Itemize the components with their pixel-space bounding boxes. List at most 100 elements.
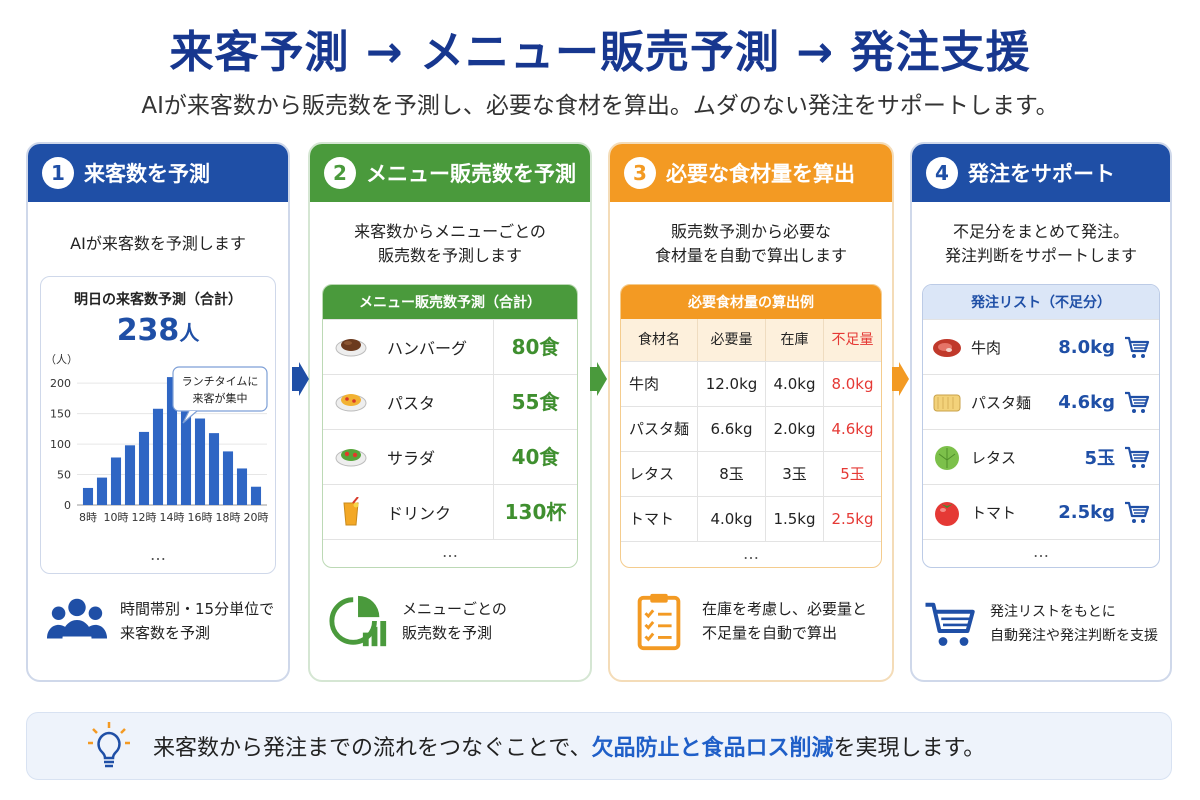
ingredient-cell: トマト [629, 509, 675, 528]
order-item-value: 8.0kg [1058, 336, 1115, 358]
ingredient-column-header: 不足量 [823, 319, 881, 361]
ingredient-row: パスタ麺 6.6kg 2.0kg 4.6kg [621, 406, 881, 452]
step1-number: 1 [42, 157, 74, 189]
lightbulb-icon [88, 722, 130, 768]
x-tick-label: 14時 [160, 511, 185, 524]
bar [194, 418, 206, 505]
pasta-icon [323, 387, 379, 417]
hamburg-steak-icon [323, 332, 379, 362]
bar [166, 377, 178, 505]
order-item-value: 4.6kg [1058, 391, 1115, 413]
ingredient-cell: 4.0kg [765, 361, 823, 407]
step4-footer: 発注リストをもとに 自動発注や発注判断を支援 [922, 596, 1162, 652]
menu-row: パスタ 55食 [323, 374, 577, 430]
x-tick-label: 18時 [216, 511, 241, 524]
ingredient-table-header: 食材名 必要量 在庫 不足量 [621, 319, 881, 361]
clipboard-checklist-icon [637, 593, 681, 651]
callout-line1: ランチタイムに [182, 375, 259, 388]
x-tick-label: 12時 [132, 511, 157, 524]
order-item-name: レタス [971, 448, 1017, 467]
menu-row: サラダ 40食 [323, 429, 577, 485]
ingredient-cell: 牛肉 [629, 374, 660, 393]
step2-card: 2 メニュー販売数を予測 来客数からメニューごとの 販売数を予測します メニュー… [308, 142, 592, 682]
menu-row: ドリンク 130杯 [323, 484, 577, 540]
bar [152, 408, 164, 505]
y-tick-label: 50 [57, 469, 71, 482]
step2-number: 2 [324, 157, 356, 189]
step4-header: 4 発注をサポート [912, 144, 1170, 202]
order-item-name: 牛肉 [971, 338, 1002, 357]
bar [96, 477, 108, 505]
order-row: 牛肉 8.0kg [923, 319, 1159, 374]
menu-item-name: ハンバーグ [387, 339, 468, 358]
add-to-cart-icon[interactable] [1115, 335, 1159, 359]
beef-icon [923, 332, 971, 362]
step2-description: 来客数からメニューごとの 販売数を予測します [310, 220, 590, 268]
menu-item-value: 80食 [493, 319, 577, 375]
step4-ellipsis: … [923, 539, 1159, 567]
ingredient-cell: 8.0kg [823, 361, 881, 407]
step1-ellipsis: … [150, 545, 166, 564]
x-tick-label: 16時 [188, 511, 213, 524]
menu-item-value: 40食 [493, 429, 577, 485]
noodles-icon [923, 387, 971, 417]
callout-line2: 来客が集中 [193, 391, 248, 405]
visitor-total-unit: 人 [179, 321, 200, 345]
ingredient-row: レタス 8玉 3玉 5玉 [621, 451, 881, 497]
page-subtitle: AIが来客数から販売数を予測し、必要な食材を算出。ムダのない発注をサポートします… [141, 93, 1059, 119]
ingredient-calc-title: 必要食材量の算出例 [621, 285, 881, 319]
step4-description: 不足分をまとめて発注。 発注判断をサポートします [912, 220, 1170, 268]
x-tick-label: 10時 [104, 511, 129, 524]
ingredient-cell: 2.5kg [823, 496, 881, 542]
flow-arrow-3 [892, 362, 909, 396]
ingredient-cell: 3玉 [765, 451, 823, 497]
add-to-cart-icon[interactable] [1115, 500, 1159, 524]
step1-card: 1 来客数を予測 AIが来客数を予測します 明日の来客数予測（合計） 238人 … [26, 142, 290, 682]
step3-footer: 在庫を考慮し、必要量と 不足量を自動で算出 [628, 590, 884, 652]
menu-item-name: ドリンク [387, 504, 452, 523]
ingredient-cell: レタス [629, 464, 675, 483]
ingredient-cell: 8玉 [697, 451, 765, 497]
step2-desc-line1: 来客数からメニューごとの [354, 222, 546, 241]
order-list-panel: 発注リスト（不足分） 牛肉 8.0kg パスタ麺 4.6kg レタス 5玉 トマト 2.5kg… [922, 284, 1160, 568]
ingredient-cell: 2.0kg [765, 406, 823, 452]
step4-desc-line1: 不足分をまとめて発注。 [952, 222, 1129, 241]
page-title: 来客予測 → メニュー販売予測 → 発注支援 [169, 27, 1031, 78]
ingredient-cell: 1.5kg [765, 496, 823, 542]
bar [138, 431, 150, 505]
bar [208, 433, 220, 505]
menu-forecast-title: メニュー販売数予測（合計） [323, 285, 577, 319]
step3-ellipsis: … [621, 541, 881, 567]
order-item-value: 2.5kg [1058, 501, 1115, 523]
step3-desc-line2: 食材量を自動で算出します [654, 246, 847, 265]
summary-banner: 来客数から発注までの流れをつなぐことで、 欠品防止と食品ロス削減 を実現します。 [26, 712, 1172, 780]
ingredient-cell: パスタ麺 [629, 419, 690, 438]
bar [82, 487, 94, 505]
visitor-forecast-title: 明日の来客数予測（合計） [74, 292, 242, 308]
salad-icon [323, 442, 379, 472]
add-to-cart-icon[interactable] [1115, 445, 1159, 469]
y-tick-label: 200 [50, 377, 71, 390]
step3-footer-line2: 不足量を自動で算出 [702, 624, 838, 642]
banner-text-after: を実現します。 [833, 736, 986, 761]
y-tick-label: 0 [64, 499, 71, 512]
ingredient-cell: 12.0kg [697, 361, 765, 407]
bar [222, 451, 234, 505]
drink-icon [323, 497, 379, 527]
ingredient-column-header: 食材名 [638, 332, 680, 348]
step2-footer-line2: 販売数を予測 [402, 624, 493, 642]
step3-title: 必要な食材量を算出 [666, 162, 855, 186]
menu-item-value: 55食 [493, 374, 577, 430]
order-list-title: 発注リスト（不足分） [923, 285, 1159, 319]
ingredient-cell: 6.6kg [697, 406, 765, 452]
step3-description: 販売数予測から必要な 食材量を自動で算出します [610, 220, 892, 268]
menu-forecast-panel: メニュー販売数予測（合計） ハンバーグ 80食 パスタ 55食 サラダ 40食 ドリンク 13… [322, 284, 578, 568]
x-tick-label: 20時 [244, 511, 269, 524]
add-to-cart-icon[interactable] [1115, 390, 1159, 414]
step1-header: 1 来客数を予測 [28, 144, 288, 202]
order-row: パスタ麺 4.6kg [923, 374, 1159, 429]
people-group-icon [46, 598, 108, 639]
bar [124, 445, 136, 505]
flow-arrow-1 [292, 362, 309, 396]
step4-footer-line2: 自動発注や発注判断を支援 [990, 628, 1158, 644]
